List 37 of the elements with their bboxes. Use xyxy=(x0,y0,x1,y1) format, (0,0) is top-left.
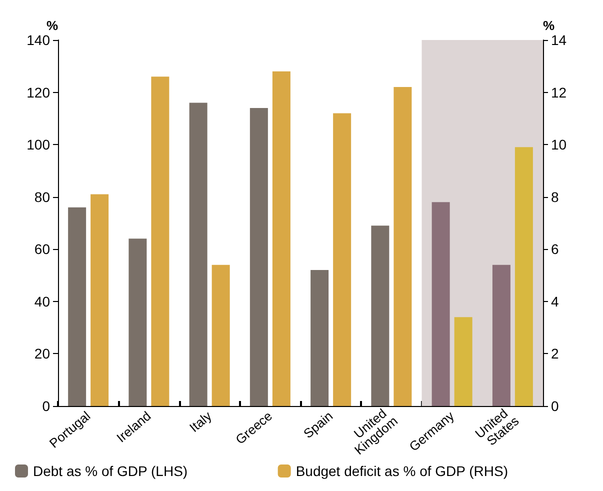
y2-axis-title: % xyxy=(543,18,555,33)
y2-tick-label: 12 xyxy=(551,84,567,100)
bar xyxy=(492,264,510,406)
y2-tick-label: 4 xyxy=(551,293,559,310)
bar xyxy=(371,226,390,406)
y2-tick-label: 0 xyxy=(551,398,559,414)
y2-tick-label: 6 xyxy=(551,241,559,258)
y-tick-label: 80 xyxy=(34,188,50,205)
bar xyxy=(333,113,352,406)
bar xyxy=(432,202,450,406)
x-tick-label: Italy xyxy=(186,408,215,436)
bar xyxy=(68,207,86,406)
bar xyxy=(514,147,533,406)
y2-tick-label: 2 xyxy=(551,346,559,362)
bar xyxy=(454,317,472,406)
y2-tick-label: 8 xyxy=(551,188,559,205)
y-tick-label: 0 xyxy=(42,398,50,414)
y-tick-label: 120 xyxy=(26,84,50,100)
legend-label: Debt as % of GDP (LHS) xyxy=(33,463,188,479)
bar xyxy=(310,270,329,406)
y-tick-label: 20 xyxy=(34,346,50,362)
bar xyxy=(189,102,208,406)
legend-label: Budget deficit as % of GDP (RHS) xyxy=(296,463,508,479)
y2-tick-label: 10 xyxy=(551,136,567,153)
y-tick-label: 40 xyxy=(34,293,50,310)
y-tick-label: 100 xyxy=(26,136,50,153)
bar xyxy=(394,87,412,406)
bar xyxy=(212,264,230,406)
y-axis-title: % xyxy=(46,18,58,33)
y-tick-label: 60 xyxy=(34,241,50,258)
bar xyxy=(151,76,170,406)
bar xyxy=(272,71,290,406)
bar xyxy=(90,194,109,406)
bar xyxy=(128,238,147,406)
y-tick-label: 140 xyxy=(26,32,50,48)
bar xyxy=(250,108,268,406)
y2-tick-label: 14 xyxy=(551,32,567,48)
